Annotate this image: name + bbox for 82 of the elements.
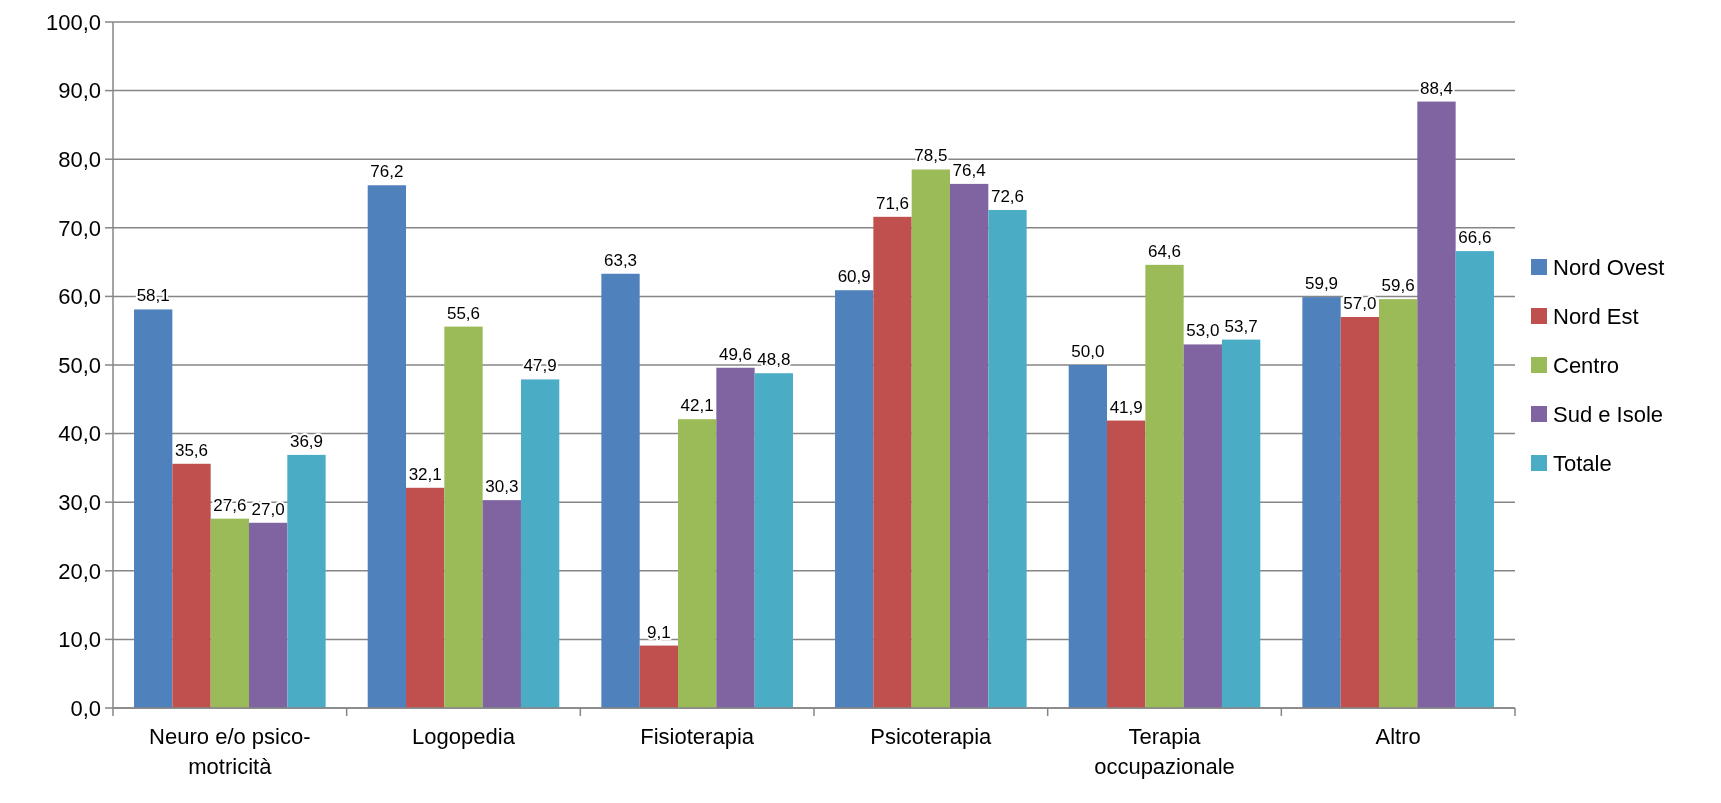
data-label: 76,2 (370, 162, 404, 182)
data-label: 49,6 (718, 344, 753, 364)
x-tick-label: Terapia occupazionale (1094, 724, 1235, 779)
data-label: 35,6 (174, 440, 209, 460)
data-label: 78,5 (914, 146, 948, 166)
y-tick-label: 0,0 (70, 695, 101, 721)
data-label: 32,1 (408, 464, 442, 484)
legend-label: Nord Est (1553, 303, 1639, 329)
x-tick-label: Altro (1375, 724, 1421, 749)
data-label: 60,9 (837, 267, 871, 287)
y-tick-label: 20,0 (58, 558, 101, 584)
data-label: 88,4 (1419, 78, 1454, 98)
bar (716, 367, 755, 708)
y-tick-label: 90,0 (58, 78, 101, 104)
bar (601, 273, 640, 708)
x-tick-label: Fisioterapia (640, 724, 755, 749)
data-label: 30,3 (485, 477, 519, 497)
bar (367, 185, 407, 708)
bar (949, 183, 989, 708)
y-tick-label: 50,0 (58, 352, 101, 378)
bar (172, 463, 211, 708)
data-label: 53,0 (1186, 321, 1220, 341)
data-label: 27,0 (251, 499, 285, 519)
bar (520, 379, 560, 708)
bar (1455, 251, 1494, 708)
bar (1302, 297, 1341, 708)
data-label: 64,6 (1147, 241, 1182, 261)
bar (134, 309, 173, 708)
bar (678, 419, 717, 708)
legend-label: Nord Ovest (1553, 254, 1665, 280)
data-label: 27,6 (213, 495, 247, 515)
data-label: 58,1 (136, 286, 170, 306)
bar (1417, 101, 1456, 708)
y-tick-label: 80,0 (58, 146, 101, 172)
y-tick-label: 70,0 (58, 215, 101, 241)
legend-label: Totale (1553, 450, 1612, 476)
data-label: 66,6 (1458, 228, 1492, 248)
data-label: 59,6 (1381, 276, 1415, 296)
data-label: 55,6 (446, 303, 481, 323)
data-label: 76,4 (952, 160, 986, 180)
bar (406, 487, 445, 708)
y-tick-label: 100,0 (45, 9, 101, 35)
data-label: 59,9 (1304, 274, 1339, 294)
legend-label: Sud e Isole (1553, 401, 1664, 427)
bar (1340, 316, 1379, 708)
bar (639, 645, 679, 708)
y-tick-label: 10,0 (58, 627, 101, 653)
bar (248, 522, 288, 708)
x-tick-label: Logopedia (412, 724, 516, 749)
bar (287, 454, 326, 708)
bar (835, 290, 874, 708)
bar (1221, 339, 1261, 708)
data-label: 57,0 (1343, 293, 1377, 313)
y-tick-label: 60,0 (58, 284, 101, 310)
data-label: 53,7 (1224, 316, 1258, 336)
data-label: 63,3 (603, 250, 638, 270)
data-label: 42,1 (680, 396, 714, 416)
data-label: 72,6 (990, 186, 1025, 206)
data-label: 48,8 (757, 350, 791, 370)
data-label: 36,9 (289, 431, 324, 451)
bar (482, 500, 521, 708)
bar (754, 373, 793, 708)
data-label: 47,9 (523, 356, 557, 376)
data-label: 71,6 (875, 193, 910, 213)
data-label: 50,0 (1071, 342, 1105, 361)
data-label: 41,9 (1109, 397, 1143, 417)
y-tick-label: 30,0 (58, 489, 101, 515)
data-label: 9,1 (647, 622, 671, 642)
legend-label: Centro (1553, 352, 1620, 378)
bar (1068, 365, 1108, 708)
bar (1183, 344, 1222, 708)
x-tick-label: Psicoterapia (870, 724, 993, 749)
bar (444, 326, 483, 708)
bar (1379, 299, 1418, 708)
y-tick-label: 40,0 (58, 421, 101, 447)
x-tick-label: Neuro e/o psico-motricità (149, 724, 311, 779)
bar (911, 169, 950, 708)
bar (873, 216, 912, 708)
bar (1107, 420, 1146, 708)
bar (1145, 264, 1184, 708)
bar (988, 209, 1027, 708)
bar (210, 518, 249, 708)
